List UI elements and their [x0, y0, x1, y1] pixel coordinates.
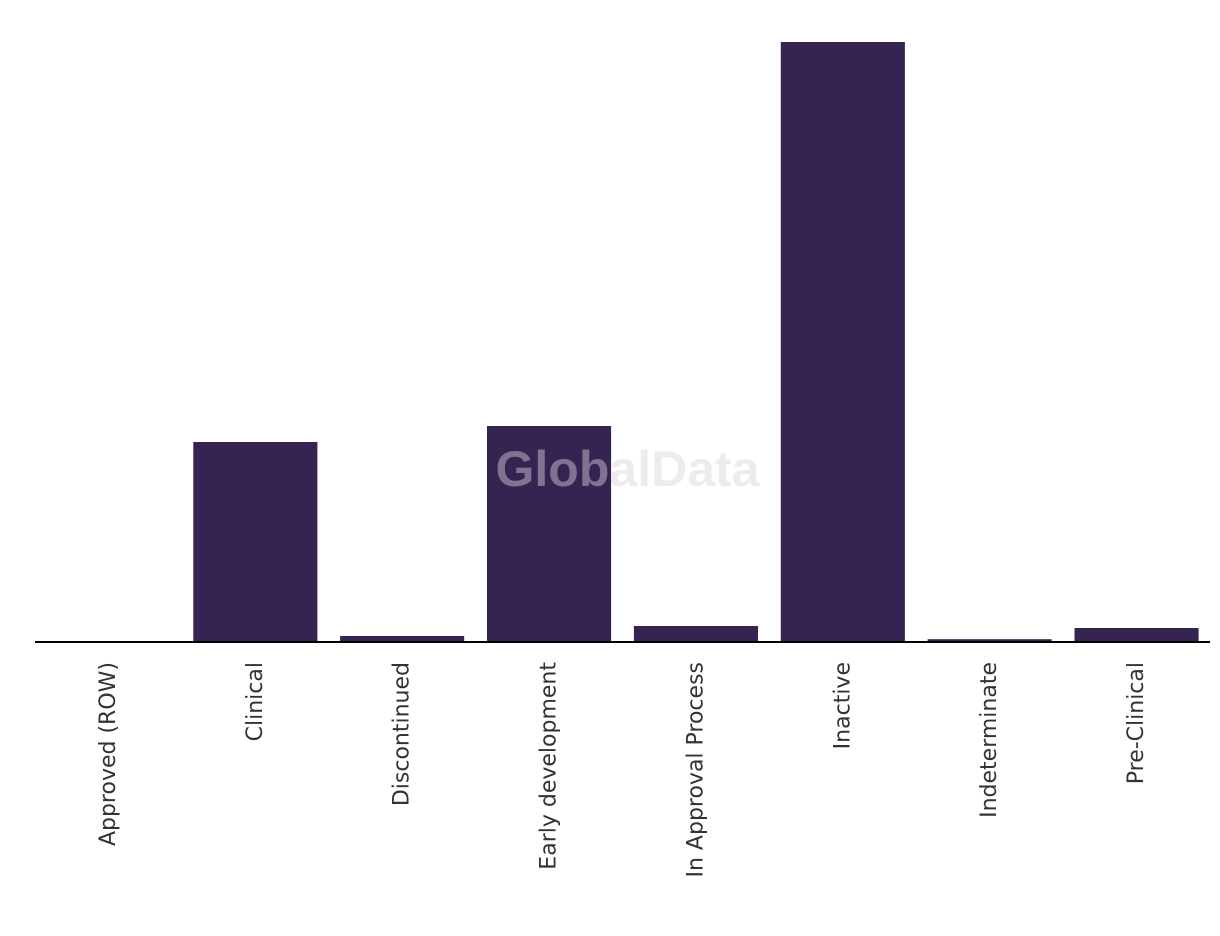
x-tick-label: Indeterminate — [977, 662, 1002, 818]
x-tick-label: Early development — [537, 662, 562, 870]
x-tick-label: Discontinued — [390, 662, 415, 806]
watermark-text: GlobalData — [496, 441, 761, 497]
bar-early-development — [487, 426, 612, 642]
x-tick-label: Clinical — [243, 662, 268, 741]
bars-group — [193, 42, 1199, 642]
x-tick-label: Inactive — [830, 662, 855, 749]
bar-discontinued — [340, 636, 465, 642]
x-tick-labels: Approved (ROW) Clinical Discontinued Early … — [96, 662, 1149, 878]
x-tick-label: Pre-Clinical — [1124, 662, 1149, 784]
x-tick-label: Approved (ROW) — [96, 662, 121, 846]
bar-indeterminate — [927, 639, 1052, 642]
bar-clinical — [193, 442, 318, 642]
x-tick-label: In Approval Process — [683, 662, 708, 878]
bar-in-approval-process — [633, 626, 758, 642]
bar-pre-clinical — [1074, 628, 1199, 642]
bar-inactive — [780, 42, 905, 642]
